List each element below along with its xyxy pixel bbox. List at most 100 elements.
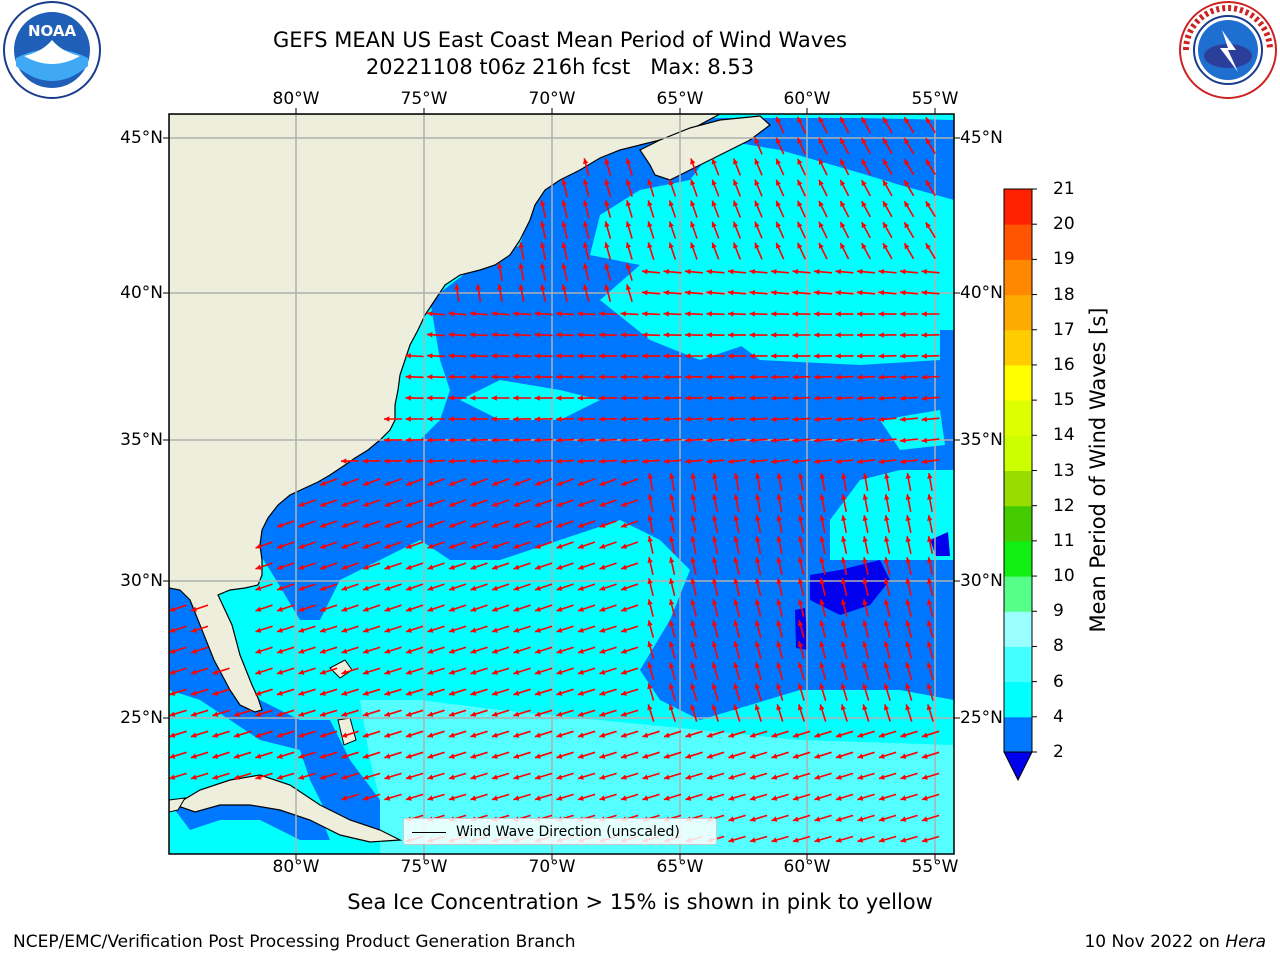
wind-wave-arrowhead bbox=[685, 437, 691, 443]
wind-wave-arrowhead bbox=[733, 515, 739, 521]
wind-wave-arrowhead bbox=[513, 564, 520, 570]
wind-wave-arrowhead bbox=[857, 753, 864, 759]
wind-wave-arrowhead bbox=[406, 564, 412, 570]
wind-wave-arrowhead bbox=[405, 669, 412, 675]
wind-wave-arrowhead bbox=[904, 117, 910, 124]
wind-wave-arrowhead bbox=[406, 648, 412, 654]
wind-wave-arrowhead bbox=[840, 222, 846, 228]
wind-wave-arrowhead bbox=[900, 837, 907, 843]
wind-wave-arrowhead bbox=[448, 332, 454, 338]
wind-wave-arrowhead bbox=[712, 557, 718, 563]
wind-wave-arrowhead bbox=[320, 627, 326, 633]
wind-wave-arrowhead bbox=[900, 416, 906, 422]
wind-wave-arrowhead bbox=[298, 543, 305, 549]
wind-wave-arrowhead bbox=[599, 543, 606, 549]
wind-wave-arrowhead bbox=[427, 311, 433, 317]
wind-wave-arrowhead bbox=[448, 374, 454, 380]
wind-wave-arrowhead bbox=[620, 416, 626, 422]
wind-wave-arrowhead bbox=[454, 284, 460, 290]
wind-wave-arrowhead bbox=[776, 536, 782, 542]
wind-wave-arrowhead bbox=[341, 774, 348, 780]
wind-wave-arrowhead bbox=[711, 158, 717, 165]
wind-wave-arrowhead bbox=[878, 311, 884, 317]
wind-wave-arrowhead bbox=[878, 774, 885, 780]
wind-wave-arrowhead bbox=[861, 159, 867, 166]
wind-wave-arrowhead bbox=[925, 243, 931, 250]
wind-wave-arrowhead bbox=[625, 284, 632, 291]
wind-wave-arrowhead bbox=[728, 774, 735, 780]
wind-wave-arrowhead bbox=[556, 564, 563, 570]
wind-wave-arrowhead bbox=[604, 242, 610, 249]
wind-wave-arrowhead bbox=[921, 774, 928, 780]
wind-wave-arrowhead bbox=[604, 221, 610, 228]
wind-wave-arrowhead bbox=[771, 290, 777, 296]
wind-wave-arrowhead bbox=[577, 395, 583, 401]
wind-wave-arrowhead bbox=[647, 221, 653, 228]
wind-wave-arrowhead bbox=[690, 620, 696, 627]
wind-wave-arrowhead bbox=[448, 732, 455, 738]
wind-wave-arrowhead bbox=[668, 704, 674, 711]
wind-wave-arrowhead bbox=[518, 242, 524, 248]
wind-wave-arrowhead bbox=[384, 732, 391, 738]
wind-wave-arrowhead bbox=[405, 374, 411, 380]
wind-wave-arrowhead bbox=[556, 753, 563, 759]
wind-wave-arrowhead bbox=[169, 648, 176, 654]
wind-wave-arrowhead bbox=[406, 543, 412, 549]
wind-wave-arrowhead bbox=[298, 564, 305, 570]
lon-label-bottom: 70°W bbox=[528, 857, 576, 877]
colorbar-tick-label: 2 bbox=[1053, 742, 1064, 762]
wind-wave-arrowhead bbox=[298, 711, 305, 717]
wind-wave-arrowhead bbox=[341, 458, 347, 464]
wind-wave-arrowhead bbox=[341, 501, 348, 507]
wind-wave-arrowhead bbox=[362, 458, 368, 464]
wind-wave-arrowhead bbox=[749, 290, 756, 296]
wind-wave-arrowhead bbox=[905, 704, 911, 711]
wind-wave-arrowhead bbox=[797, 158, 803, 165]
wind-wave-arrowhead bbox=[620, 332, 626, 338]
wind-wave-arrowhead bbox=[798, 578, 804, 585]
wind-wave-arrowhead bbox=[599, 353, 605, 359]
wind-wave-arrowhead bbox=[798, 515, 804, 521]
wind-wave-arrowhead bbox=[884, 494, 890, 500]
wind-wave-arrowhead bbox=[690, 158, 696, 165]
wind-wave-arrowhead bbox=[384, 690, 391, 696]
wind-wave-arrowhead bbox=[577, 416, 583, 422]
wind-wave-arrowhead bbox=[797, 116, 803, 123]
wind-wave-arrowhead bbox=[583, 221, 589, 228]
wind-wave-arrowhead bbox=[921, 290, 928, 296]
wind-wave-arrowhead bbox=[341, 564, 348, 570]
wind-wave-arrowhead bbox=[556, 480, 563, 486]
wind-wave-arrowhead bbox=[320, 648, 326, 654]
wind-wave-arrowhead bbox=[669, 536, 675, 542]
wind-wave-arrowhead bbox=[384, 627, 391, 633]
wind-wave-arrowhead bbox=[792, 795, 799, 801]
wind-wave-arrowhead bbox=[814, 395, 820, 401]
wind-wave-arrowhead bbox=[728, 795, 735, 801]
wind-wave-arrowhead bbox=[513, 501, 520, 507]
wind-wave-arrowhead bbox=[728, 290, 734, 296]
wind-wave-arrowhead bbox=[884, 536, 890, 542]
wind-wave-arrowhead bbox=[319, 732, 326, 738]
wind-wave-arrowhead bbox=[883, 704, 889, 711]
wind-wave-arrowhead bbox=[470, 711, 477, 717]
wind-wave-arrowhead bbox=[363, 648, 369, 654]
wind-wave-arrowhead bbox=[797, 683, 804, 690]
wind-wave-arrowhead bbox=[642, 416, 648, 422]
wind-wave-arrowhead bbox=[298, 627, 305, 633]
wind-wave-arrowhead bbox=[925, 222, 931, 229]
wind-wave-arrowhead bbox=[728, 395, 734, 401]
colorbar-segment bbox=[1004, 259, 1032, 296]
wind-wave-arrowhead bbox=[862, 494, 868, 500]
wind-wave-arrowhead bbox=[341, 585, 348, 591]
wind-wave-arrowhead bbox=[900, 395, 906, 401]
wind-wave-arrowhead bbox=[513, 795, 520, 801]
colorbar-tick-label: 9 bbox=[1053, 601, 1064, 622]
wind-wave-arrowhead bbox=[814, 732, 821, 738]
wind-wave-arrowhead bbox=[776, 494, 782, 500]
wind-wave-arrowhead bbox=[840, 641, 847, 648]
wind-wave-arrowhead bbox=[449, 522, 455, 528]
wind-wave-arrowhead bbox=[905, 641, 911, 648]
wind-wave-arrows bbox=[169, 116, 940, 843]
wind-wave-arrowhead bbox=[749, 416, 755, 422]
legend-line-swatch bbox=[412, 832, 446, 833]
